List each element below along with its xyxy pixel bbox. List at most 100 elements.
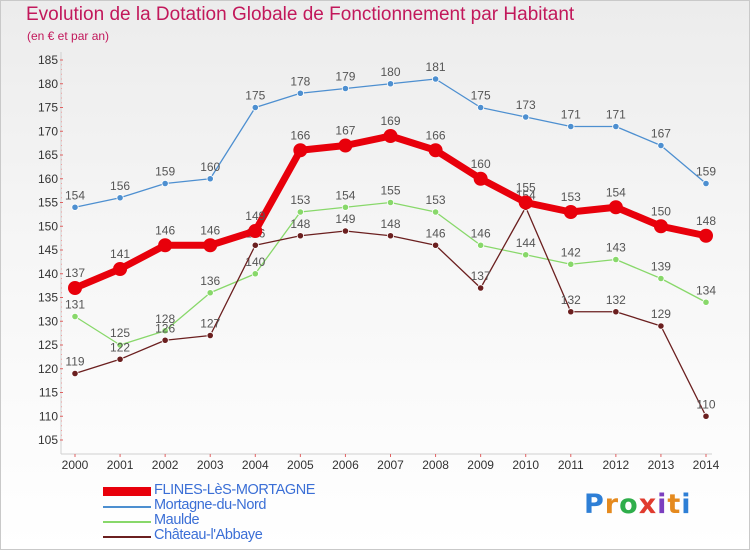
y-tick-label: 170 [38, 124, 58, 138]
data-label: 154 [606, 185, 626, 199]
x-tick-label: 2009 [467, 458, 494, 472]
x-tick-label: 2005 [287, 458, 314, 472]
data-point [522, 251, 530, 259]
data-label: 153 [426, 193, 446, 207]
data-label: 154 [335, 188, 355, 202]
data-point [477, 103, 485, 112]
data-label: 148 [290, 217, 310, 231]
y-tick-label: 125 [38, 338, 58, 352]
data-point [473, 171, 488, 186]
data-point [116, 194, 124, 202]
logo-letter: r [604, 489, 620, 520]
data-label: 139 [651, 260, 671, 274]
data-label: 136 [200, 274, 220, 288]
data-point [71, 369, 79, 378]
series-0: 137 141 146 146 149 166 167 169 166 160 155 153 154 1… [65, 114, 716, 295]
data-point [608, 200, 623, 215]
data-label: 150 [651, 204, 671, 218]
data-point [383, 129, 398, 143]
data-point [431, 208, 440, 216]
data-label: 146 [200, 223, 220, 237]
data-point [386, 198, 395, 207]
data-point [567, 308, 575, 316]
data-point [653, 219, 668, 234]
data-point [113, 262, 128, 276]
data-point [251, 241, 259, 249]
data-label: 126 [155, 321, 175, 335]
x-tick-label: 2014 [693, 458, 720, 472]
data-point [386, 80, 395, 88]
data-label: 153 [561, 190, 581, 204]
data-label: 166 [290, 128, 310, 142]
legend-label: Château-l'Abbaye [154, 527, 263, 543]
data-label: 134 [696, 283, 716, 297]
data-label: 137 [471, 269, 491, 283]
data-label: 155 [516, 181, 536, 195]
y-tick-label: 160 [38, 172, 58, 186]
data-label: 132 [561, 293, 581, 307]
data-point [702, 298, 710, 306]
data-label: 110 [696, 397, 715, 411]
data-label: 146 [426, 226, 446, 240]
data-label: 171 [561, 108, 581, 122]
data-point [612, 255, 620, 264]
data-point [341, 84, 350, 93]
y-tick-label: 105 [38, 433, 58, 447]
y-tick-label: 155 [38, 196, 58, 210]
legend-label: Mortagne-du-Nord [154, 497, 267, 513]
data-point [699, 228, 713, 243]
data-point [522, 113, 530, 121]
series-2: 131 125 128 136 140 153 154 155 153 146 144 142 143 1… [65, 184, 716, 349]
data-point [71, 312, 79, 321]
data-label: 167 [335, 124, 355, 138]
x-tick-label: 2002 [152, 458, 179, 472]
data-point [386, 232, 395, 240]
y-tick-label: 135 [38, 291, 58, 305]
data-point [431, 75, 440, 83]
logo-letter: i [681, 489, 692, 520]
data-label: 178 [290, 74, 310, 88]
data-label: 122 [110, 340, 130, 354]
data-label: 148 [696, 214, 716, 228]
data-label: 146 [471, 226, 491, 240]
data-label: 167 [651, 127, 671, 141]
data-label: 153 [290, 193, 310, 207]
data-point [248, 224, 263, 238]
data-label: 155 [380, 184, 400, 198]
data-label: 129 [651, 307, 671, 321]
data-point [518, 195, 533, 210]
logo-letter: t [667, 489, 682, 520]
data-point [567, 260, 575, 268]
data-label: 180 [380, 65, 400, 79]
legend-swatch [103, 520, 151, 523]
data-label: 140 [245, 255, 265, 269]
x-tick-label: 2012 [603, 458, 630, 472]
y-tick-label: 180 [38, 77, 58, 91]
x-tick-label: 2011 [558, 458, 584, 472]
data-label: 144 [516, 236, 536, 250]
x-tick-label: 2010 [512, 458, 539, 472]
data-label: 146 [155, 223, 175, 237]
data-point [477, 241, 485, 249]
legend-swatch [103, 505, 151, 508]
y-tick-label: 120 [38, 362, 58, 376]
data-label: 160 [200, 160, 220, 174]
data-point [251, 103, 259, 112]
data-point [657, 274, 665, 283]
data-point [612, 308, 620, 316]
y-tick-label: 175 [38, 101, 58, 115]
data-point [296, 89, 304, 97]
legend-swatch [103, 535, 151, 538]
data-label: 179 [335, 70, 355, 84]
logo-letter: o [619, 489, 639, 520]
logo-letter: x [638, 489, 658, 520]
data-label: 156 [110, 179, 130, 193]
data-point [206, 289, 214, 297]
data-label: 125 [110, 326, 130, 340]
x-tick-label: 2006 [332, 458, 359, 472]
y-tick-label: 130 [38, 314, 58, 328]
data-label: 149 [245, 209, 265, 223]
logo-letter: i [657, 489, 668, 520]
x-tick-label: 2007 [377, 458, 404, 472]
chart-title: Evolution de la Dotation Globale de Fonc… [26, 4, 575, 25]
